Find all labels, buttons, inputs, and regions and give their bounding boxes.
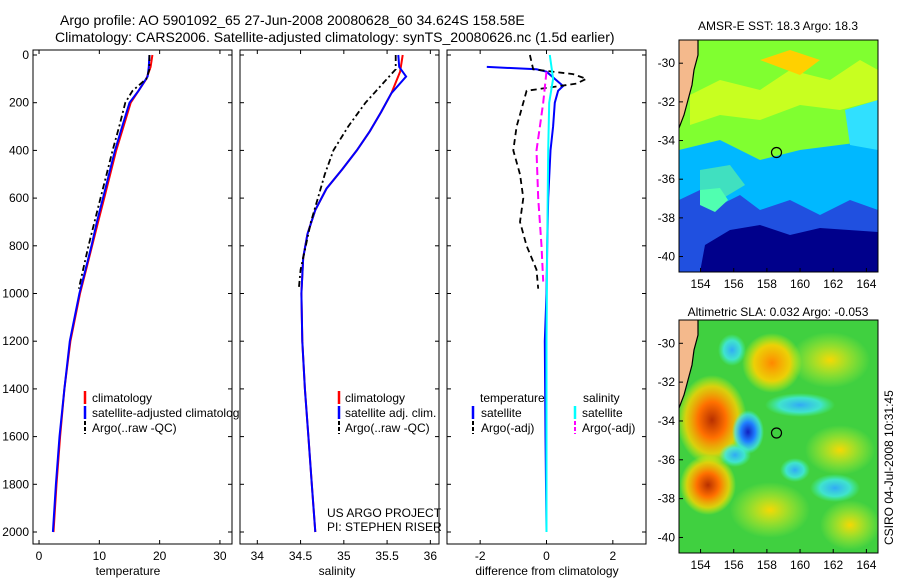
sla-land bbox=[679, 320, 698, 408]
y-tick-label: 0 bbox=[22, 48, 29, 62]
y-tick-label: 200 bbox=[9, 96, 29, 110]
y-tick-label: 400 bbox=[9, 143, 29, 157]
figure-title-line2: Climatology: CARS2006. Satellite-adjuste… bbox=[55, 29, 615, 45]
sla-map: Altimetric SLA: 0.032 Argo: -0.053 bbox=[658, 305, 879, 572]
legend-label-satellite-adjusted: satellite adj. clim. bbox=[345, 406, 436, 420]
map-x-tick-label: 162 bbox=[823, 558, 843, 572]
map-y-tick-label: -32 bbox=[658, 375, 676, 389]
map-x-tick-label: 164 bbox=[856, 277, 876, 291]
map-y-tick-label: -40 bbox=[658, 250, 676, 264]
sla-argo-position-marker bbox=[770, 427, 783, 439]
map-x-tick-label: 154 bbox=[691, 277, 711, 291]
map-y-tick-label: -36 bbox=[658, 172, 676, 186]
x-tick-label: -2 bbox=[475, 549, 486, 563]
salinity-xlabel: salinity bbox=[319, 564, 356, 578]
y-tick-label: 2000 bbox=[2, 525, 29, 539]
map-x-tick-label: 154 bbox=[691, 558, 711, 572]
sst-map-frame bbox=[678, 39, 879, 273]
x-tick-label: 20 bbox=[153, 549, 167, 563]
x-tick-label: 35 bbox=[337, 549, 351, 563]
map-y-tick-label: -30 bbox=[658, 56, 676, 70]
map-x-tick-label: 160 bbox=[790, 277, 810, 291]
legend-label-temp-argo: Argo(-adj) bbox=[481, 421, 534, 435]
legend-label-temp-satellite: satellite bbox=[481, 406, 522, 420]
series-line-temperature-argo bbox=[512, 54, 589, 289]
y-tick-label: 1200 bbox=[2, 334, 29, 348]
map-y-tick-label: -38 bbox=[658, 211, 676, 225]
map-y-tick-label: -30 bbox=[658, 336, 676, 350]
sst-land bbox=[679, 40, 698, 128]
salinity-axes-box bbox=[239, 49, 440, 545]
difference-panel: -2 0 2 difference from climatology tempera… bbox=[446, 49, 647, 578]
map-x-tick-label: 156 bbox=[724, 558, 744, 572]
legend-label-sal-satellite: satellite bbox=[582, 406, 623, 420]
sla-coastline bbox=[679, 320, 699, 409]
temperature-xlabel: temperature bbox=[96, 564, 161, 578]
y-tick-label: 1000 bbox=[2, 287, 29, 301]
y-tick-label: 1800 bbox=[2, 477, 29, 491]
sla-field-patches bbox=[679, 332, 878, 550]
legend-label-argo: Argo(..raw -QC) bbox=[92, 421, 177, 435]
x-tick-label: 0 bbox=[543, 549, 550, 563]
x-tick-label: 0 bbox=[36, 549, 43, 563]
sla-map-title: Altimetric SLA: 0.032 Argo: -0.053 bbox=[688, 305, 869, 319]
sst-argo-position-marker bbox=[770, 146, 783, 159]
x-tick-label: 36 bbox=[424, 549, 438, 563]
sla-map-frame bbox=[678, 319, 879, 554]
temperature-axes-box bbox=[32, 49, 233, 545]
x-tick-label: 30 bbox=[213, 549, 227, 563]
map-y-tick-label: -38 bbox=[658, 492, 676, 506]
series-line-argo bbox=[77, 55, 151, 289]
series-line-satellite-adjusted bbox=[51, 54, 151, 533]
legend-label-argo: Argo(..raw -QC) bbox=[345, 421, 430, 435]
project-annotation: US ARGO PROJECT bbox=[327, 506, 442, 520]
x-tick-label: 10 bbox=[93, 549, 107, 563]
figure-title-line1: Argo profile: AO 5901092_65 27-Jun-2008 … bbox=[60, 12, 525, 28]
sst-map-title: AMSR-E SST: 18.3 Argo: 18.3 bbox=[698, 19, 858, 33]
temperature-panel: 0 10 20 30 0 200 400 600 800 1000 1200 1400 1600 1800… bbox=[2, 48, 245, 578]
salinity-panel: 34 34.5 35 35.5 36 salinity climatology sate… bbox=[239, 49, 442, 578]
map-x-tick-label: 158 bbox=[757, 558, 777, 572]
series-line-temperature-satellite bbox=[486, 65, 565, 533]
map-x-tick-label: 162 bbox=[823, 277, 843, 291]
y-tick-label: 600 bbox=[9, 191, 29, 205]
map-y-tick-label: -32 bbox=[658, 95, 676, 109]
x-tick-label: 35.5 bbox=[375, 549, 399, 563]
x-tick-label: 2 bbox=[609, 549, 616, 563]
map-y-tick-label: -34 bbox=[658, 134, 676, 148]
x-tick-label: 34 bbox=[251, 549, 265, 563]
csiro-timestamp-label: CSIRO 04-Jul-2008 10:31:45 bbox=[882, 390, 896, 545]
map-y-tick-label: -34 bbox=[658, 414, 676, 428]
series-line-satellite-adjusted bbox=[300, 54, 408, 533]
legend-label-satellite-adjusted: satellite-adjusted climatology bbox=[92, 406, 245, 420]
map-x-tick-label: 164 bbox=[856, 558, 876, 572]
series-line-argo bbox=[297, 55, 397, 289]
pi-annotation: PI: STEPHEN RISER bbox=[327, 520, 442, 534]
salinity-legend: climatology satellite adj. clim. Argo(..… bbox=[337, 391, 436, 435]
map-y-tick-label: -36 bbox=[658, 453, 676, 467]
y-tick-label: 1400 bbox=[2, 382, 29, 396]
map-x-tick-label: 160 bbox=[790, 558, 810, 572]
difference-legend: temperature salinity satellite Argo(-adj… bbox=[471, 391, 635, 435]
legend-header-salinity: salinity bbox=[583, 391, 620, 405]
legend-header-temperature: temperature bbox=[480, 391, 545, 405]
x-tick-label: 34.5 bbox=[289, 549, 313, 563]
sst-field-patches bbox=[679, 50, 878, 272]
series-line-salinity-satellite bbox=[545, 54, 555, 532]
sst-coastline bbox=[679, 40, 699, 129]
y-tick-label: 800 bbox=[9, 239, 29, 253]
legend-label-climatology: climatology bbox=[345, 391, 405, 405]
difference-xlabel: difference from climatology bbox=[475, 564, 618, 578]
temperature-legend: climatology satellite-adjusted climatolo… bbox=[83, 391, 245, 435]
map-x-tick-label: 156 bbox=[724, 277, 744, 291]
y-tick-label: 1600 bbox=[2, 430, 29, 444]
map-y-tick-label: -40 bbox=[658, 530, 676, 544]
map-x-tick-label: 158 bbox=[757, 277, 777, 291]
legend-label-climatology: climatology bbox=[92, 391, 152, 405]
sst-map: AMSR-E SST: 18.3 Argo: 18.3 154 156 158 160… bbox=[658, 19, 879, 291]
series-line-salinity-argo bbox=[535, 71, 548, 282]
legend-label-sal-argo: Argo(-adj) bbox=[582, 421, 635, 435]
